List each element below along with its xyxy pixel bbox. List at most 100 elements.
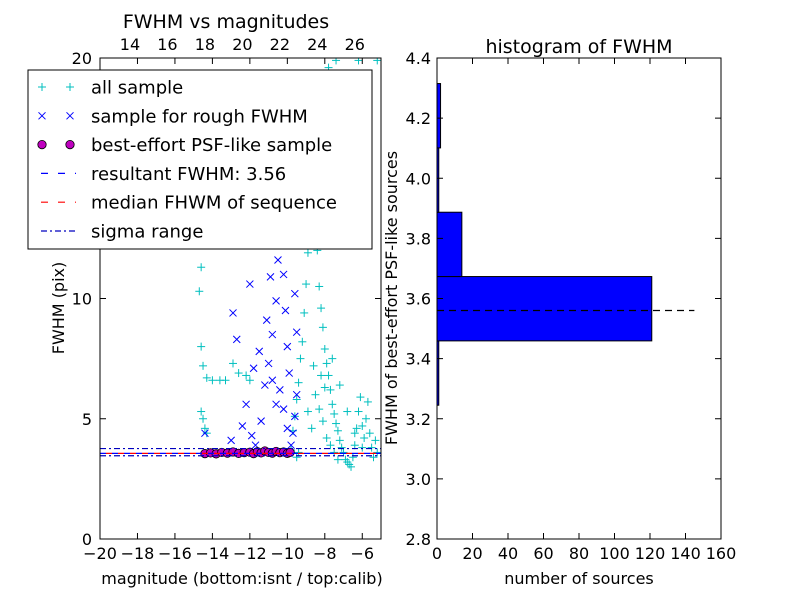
point-all-sample xyxy=(320,345,329,354)
legend-items: all sample sample for rough FWHM best-effo… xyxy=(37,78,337,243)
point-sample-for-rough-fwhm xyxy=(201,429,209,438)
point-all-sample xyxy=(320,383,329,392)
series-sample-for-rough-fwhm xyxy=(201,181,301,450)
top-x-tick-label: 20 xyxy=(232,35,252,54)
point-all-sample xyxy=(221,376,230,385)
point-all-sample xyxy=(296,354,305,363)
point-all-sample xyxy=(292,395,301,404)
point-sample-for-rough-fwhm xyxy=(272,297,280,305)
y-tick-label: 3.6 xyxy=(406,290,431,309)
point-sample-for-rough-fwhm xyxy=(272,400,280,409)
point-all-sample xyxy=(326,441,335,450)
histogram-x-ticks: 0 20 40 60 80 100 120 140 160 xyxy=(432,58,736,563)
point-all-sample xyxy=(326,385,335,394)
y-tick-label: 4.0 xyxy=(406,169,431,188)
point-all-sample xyxy=(234,369,243,378)
point-all-sample xyxy=(292,453,301,462)
legend-label: median FHWM of sequence xyxy=(91,193,337,214)
legend-marker xyxy=(38,83,46,91)
y-tick-label: 10 xyxy=(72,290,92,309)
x-tick-label: −12 xyxy=(233,544,267,563)
legend-marker xyxy=(66,83,74,91)
legend-marker xyxy=(65,140,75,150)
histogram-x-label: number of sources xyxy=(504,569,654,588)
legend-frame xyxy=(27,69,373,250)
point-all-sample xyxy=(328,354,337,363)
point-all-sample xyxy=(362,414,371,423)
point-sample-for-rough-fwhm xyxy=(262,316,271,324)
point-all-sample xyxy=(337,443,346,452)
point-all-sample xyxy=(317,304,326,313)
point-sample-for-rough-fwhm xyxy=(274,256,282,264)
point-all-sample xyxy=(343,407,352,416)
point-all-sample xyxy=(318,323,327,332)
point-sample-for-rough-fwhm xyxy=(290,289,299,298)
point-all-sample xyxy=(373,448,381,457)
point-all-sample xyxy=(333,455,342,464)
top-x-tick-label: 14 xyxy=(120,35,140,54)
point-all-sample xyxy=(197,407,206,416)
scatter-y-ticks: 0 5 10 20 xyxy=(72,49,381,549)
point-all-sample xyxy=(309,361,318,370)
scatter-panel: FWHM vs magnitudes −20 −18 −16 −14 −12 −10 −8−… xyxy=(27,11,383,588)
point-all-sample xyxy=(302,280,311,289)
point-all-sample xyxy=(373,58,381,65)
legend-label: sigma range xyxy=(91,222,203,243)
point-sample-for-rough-fwhm xyxy=(275,386,284,394)
legend-label: all sample xyxy=(91,78,183,99)
legend-label: best-effort PSF-like sample xyxy=(91,135,332,156)
point-sample-for-rough-fwhm xyxy=(285,369,294,377)
point-all-sample xyxy=(350,441,359,450)
point-all-sample xyxy=(322,359,331,368)
top-x-tick-label: 22 xyxy=(270,35,290,54)
x-tick-label: −16 xyxy=(158,544,192,563)
point-all-sample xyxy=(348,453,357,462)
point-all-sample xyxy=(311,390,320,399)
top-x-tick-label: 16 xyxy=(157,35,177,54)
point-all-sample xyxy=(307,424,316,433)
point-all-sample xyxy=(332,58,341,65)
point-sample-for-rough-fwhm xyxy=(287,441,295,450)
legend-label: resultant FWHM: 3.56 xyxy=(91,164,286,185)
scatter-y-label: FWHM (pix) xyxy=(49,262,68,355)
point-all-sample xyxy=(347,462,356,471)
point-sample-for-rough-fwhm xyxy=(292,328,301,337)
point-all-sample xyxy=(294,448,303,457)
point-all-sample xyxy=(339,448,348,457)
point-all-sample xyxy=(199,414,208,423)
x-tick-label: −14 xyxy=(196,544,230,563)
point-all-sample xyxy=(202,429,211,438)
x-tick-label: 40 xyxy=(498,544,518,563)
point-sample-for-rough-fwhm xyxy=(283,424,292,433)
y-tick-label: 4.4 xyxy=(406,49,431,68)
x-tick-label: −10 xyxy=(270,544,304,563)
legend-marker xyxy=(37,140,47,150)
top-x-tick-label: 18 xyxy=(195,35,215,54)
point-sample-for-rough-fwhm xyxy=(281,306,290,315)
scatter-legend: all sample sample for rough FWHM best-effo… xyxy=(27,69,373,250)
point-all-sample xyxy=(200,424,209,433)
top-x-tick-label: 26 xyxy=(345,35,365,54)
point-all-sample xyxy=(202,373,211,382)
point-all-sample xyxy=(354,58,363,65)
scatter-top-x-ticks: 14 16 18 20 22 24 26 xyxy=(120,35,365,54)
point-sample-for-rough-fwhm xyxy=(264,359,273,368)
point-all-sample xyxy=(195,287,204,296)
point-all-sample xyxy=(371,436,380,445)
point-sample-for-rough-fwhm xyxy=(246,280,254,288)
point-sample-for-rough-fwhm xyxy=(232,335,241,344)
legend-label: sample for rough FWHM xyxy=(91,106,308,127)
x-tick-label: −6 xyxy=(350,544,374,563)
scatter-title: FWHM vs magnitudes xyxy=(123,11,329,33)
point-all-sample xyxy=(356,393,365,402)
x-tick-label: 60 xyxy=(533,544,553,563)
y-tick-label: 3.4 xyxy=(406,350,431,369)
histogram-y-label: FWHM of best-effort PSF-like sources xyxy=(382,151,401,445)
y-tick-label: 3.2 xyxy=(406,410,431,429)
point-all-sample xyxy=(369,453,378,462)
point-all-sample xyxy=(335,381,344,390)
x-tick-label: −8 xyxy=(313,544,337,563)
y-tick-label: 5 xyxy=(82,410,92,429)
point-all-sample xyxy=(352,424,361,433)
point-all-sample xyxy=(315,282,324,291)
